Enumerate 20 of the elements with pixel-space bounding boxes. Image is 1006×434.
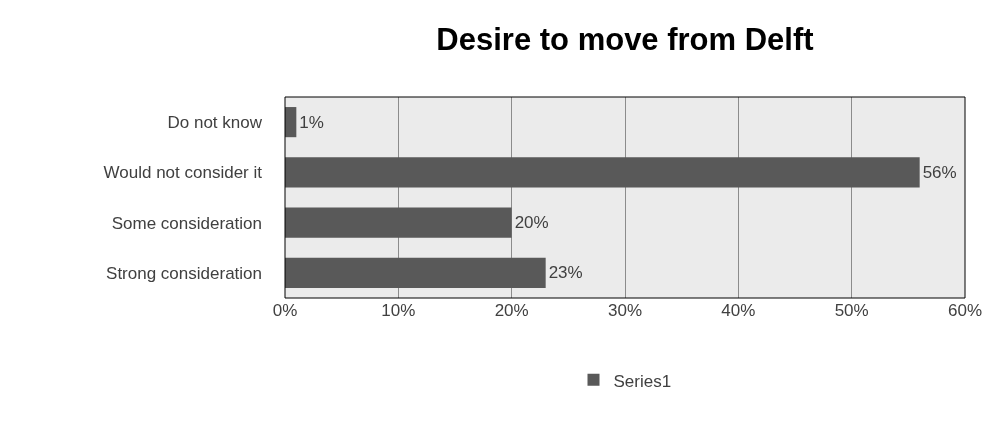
x-tick-label: 10% [381, 301, 416, 320]
x-tick-label: 50% [834, 301, 869, 320]
bar [285, 157, 920, 188]
x-tick-label: 40% [721, 301, 756, 320]
y-tick-label: Some consideration [111, 213, 262, 233]
data-label: 1% [299, 112, 324, 132]
x-tick-label: 60% [947, 301, 983, 320]
y-tick-label: Do not know [167, 113, 263, 133]
x-tick-label: 20% [494, 301, 529, 320]
bar [285, 257, 546, 288]
x-tick-label: 0% [272, 301, 298, 320]
data-label: 56% [922, 162, 957, 182]
bar [285, 207, 512, 238]
y-tick-label: Strong consideration [106, 263, 262, 283]
chart-title: Desire to move from Delft [436, 21, 814, 57]
data-label: 20% [514, 213, 549, 233]
data-label: 23% [548, 263, 583, 283]
x-tick-label: 30% [607, 301, 643, 320]
y-tick-label: Would not consider it [103, 163, 263, 183]
legend-label: Series1 [613, 371, 672, 391]
